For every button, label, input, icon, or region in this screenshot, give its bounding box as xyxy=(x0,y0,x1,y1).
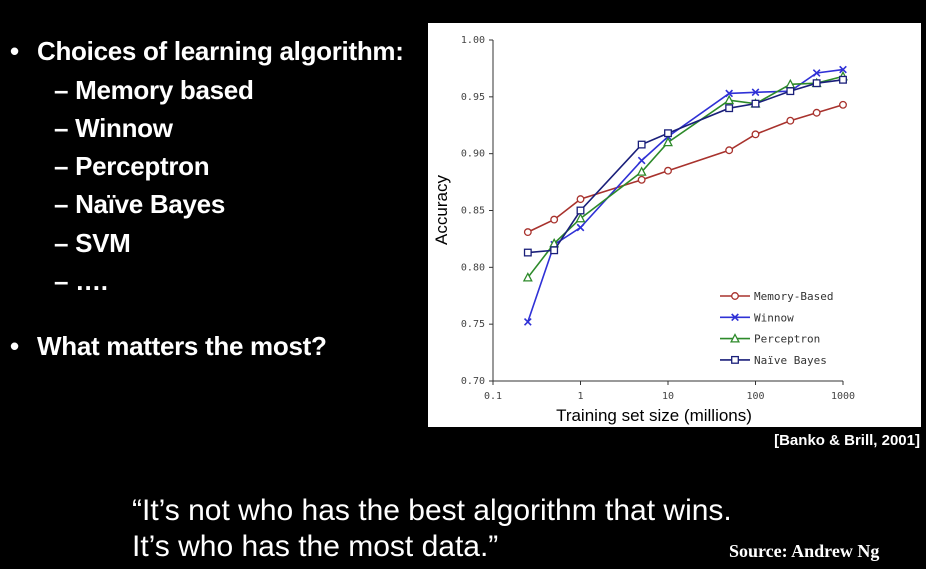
chart-svg: 0.70 0.75 0.80 0.85 0.90 0.95 1.00 0.1 1 10 100 100… xyxy=(432,35,855,425)
sub-item-naive-bayes: – Naïve Bayes xyxy=(54,189,226,219)
sub-item-svm: – SVM xyxy=(54,228,131,258)
x-tick-label: 1000 xyxy=(831,391,855,402)
data-point-memory-based xyxy=(523,228,532,237)
bullet-marker: • xyxy=(10,331,19,361)
data-point-winnow xyxy=(839,65,847,74)
data-point-winnow xyxy=(637,156,646,165)
sub-item-ellipsis: – …. xyxy=(54,266,108,296)
legend-marker xyxy=(731,292,739,300)
x-tick-label: 10 xyxy=(662,391,674,402)
chart-legend: Memory-Based Winnow Perceptron Naïve Bayes xyxy=(720,290,833,367)
chart-axes: 0.70 0.75 0.80 0.85 0.90 0.95 1.00 0.1 1 10 100 100… xyxy=(461,35,855,402)
data-point-winnow xyxy=(576,223,585,232)
data-point-na-ve-bayes xyxy=(576,206,585,215)
data-point-memory-based xyxy=(550,215,559,224)
data-point-perceptron xyxy=(522,272,533,282)
legend-label: Memory-Based xyxy=(754,290,833,303)
bullet-text: Choices of learning algorithm: xyxy=(37,36,404,66)
data-point-winnow xyxy=(725,89,734,98)
legend-label: Winnow xyxy=(754,311,794,324)
series-line-na-ve-bayes xyxy=(527,78,844,254)
legend-entry-perceptron: Perceptron xyxy=(720,333,820,346)
y-tick-label: 0.80 xyxy=(461,262,485,273)
bullet-marker: • xyxy=(10,36,19,66)
data-point-na-ve-bayes xyxy=(812,79,821,88)
legend-marker xyxy=(731,313,739,322)
sub-item-perceptron: – Perceptron xyxy=(54,151,210,181)
y-tick-label: 0.95 xyxy=(461,92,485,103)
data-point-na-ve-bayes xyxy=(664,129,672,138)
series-winnow xyxy=(523,65,847,326)
legend-label: Naïve Bayes xyxy=(754,354,827,367)
citation: [Banko & Brill, 2001] xyxy=(774,432,920,449)
legend-entry-na-ve-bayes: Naïve Bayes xyxy=(720,354,827,367)
y-tick-label: 0.70 xyxy=(461,376,485,387)
bullet-text: What matters the most? xyxy=(37,331,327,361)
series-na-ve-bayes xyxy=(523,75,847,257)
data-point-memory-based xyxy=(637,175,646,184)
bullet-list: • Choices of learning algorithm: – Memor… xyxy=(0,0,420,380)
data-point-perceptron xyxy=(575,212,586,223)
data-point-memory-based xyxy=(839,100,847,109)
data-point-perceptron xyxy=(636,166,647,176)
series-line-perceptron xyxy=(527,75,844,279)
quote-line-2: It’s who has the most data.” xyxy=(132,530,499,563)
series-perceptron xyxy=(522,70,848,282)
y-tick-label: 1.00 xyxy=(461,35,485,46)
sub-item-winnow: – Winnow xyxy=(54,113,173,143)
bullet-what-matters: • What matters the most? xyxy=(10,331,327,362)
y-tick-label: 0.75 xyxy=(461,319,485,330)
legend-marker xyxy=(730,333,740,343)
data-point-na-ve-bayes xyxy=(786,87,795,96)
chart-series xyxy=(522,65,848,326)
series-line-winnow xyxy=(527,68,844,323)
x-axis-label: Training set size (millions) xyxy=(556,406,752,425)
legend-entry-winnow: Winnow xyxy=(720,311,794,324)
x-tick-label: 1 xyxy=(577,391,583,402)
source-credit: Source: Andrew Ng xyxy=(729,541,880,561)
legend-label: Perceptron xyxy=(754,333,820,346)
data-point-memory-based xyxy=(812,108,821,117)
data-point-perceptron xyxy=(663,136,673,147)
legend-marker xyxy=(731,355,739,364)
bullet-learning-algorithms: • Choices of learning algorithm: xyxy=(10,36,404,67)
sub-item-memory-based: – Memory based xyxy=(54,75,254,105)
x-tick-label: 100 xyxy=(746,391,764,402)
data-point-na-ve-bayes xyxy=(725,104,734,113)
accuracy-chart: 0.70 0.75 0.80 0.85 0.90 0.95 1.00 0.1 1 10 100 100… xyxy=(428,23,921,427)
y-tick-label: 0.90 xyxy=(461,149,485,160)
y-tick-label: 0.85 xyxy=(461,206,485,217)
series-memory-based xyxy=(523,100,847,237)
series-line-memory-based xyxy=(527,104,844,233)
quote-line-1: “It’s not who has the best algorithm tha… xyxy=(132,494,732,527)
data-point-memory-based xyxy=(576,195,585,204)
data-point-na-ve-bayes xyxy=(523,248,532,257)
data-point-winnow xyxy=(523,318,532,326)
data-point-na-ve-bayes xyxy=(839,75,847,84)
data-point-memory-based xyxy=(786,116,795,125)
data-point-na-ve-bayes xyxy=(550,246,559,255)
data-point-memory-based xyxy=(664,166,672,175)
y-axis-label: Accuracy xyxy=(432,175,451,245)
data-point-perceptron xyxy=(724,94,735,105)
data-point-na-ve-bayes xyxy=(751,99,760,108)
data-point-na-ve-bayes xyxy=(637,140,646,149)
data-point-winnow xyxy=(751,88,760,97)
data-point-winnow xyxy=(812,69,821,77)
legend-entry-memory-based: Memory-Based xyxy=(720,290,833,303)
data-point-memory-based xyxy=(725,146,734,155)
x-tick-label: 0.1 xyxy=(484,391,502,402)
data-point-memory-based xyxy=(751,130,760,139)
